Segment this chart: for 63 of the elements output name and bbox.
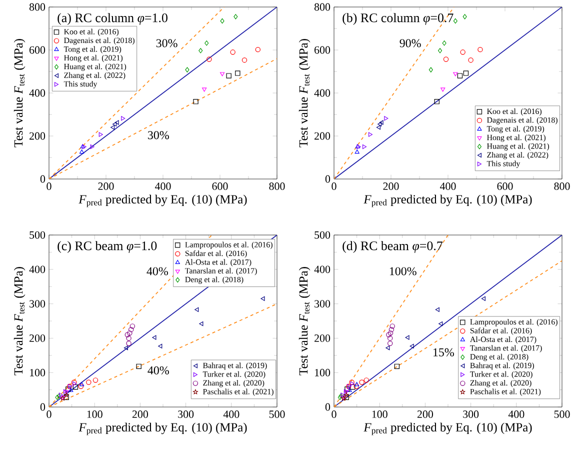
chart-title: (a) RC column φ=1.0 [58, 13, 168, 25]
x-tick-label: 300 [463, 410, 479, 418]
y-tick-label: 100 [30, 368, 46, 376]
y-tick-label: 500 [314, 231, 330, 239]
annotation: 30% [148, 131, 169, 140]
chart-title: (b) RC column φ=0.7 [342, 13, 454, 25]
x-tick-label: 400 [508, 410, 524, 418]
y-tick-label: 500 [30, 231, 46, 239]
y-tick-label: 100 [315, 368, 330, 376]
y-tick-label: 0 [325, 175, 330, 183]
y-tick-label: 300 [30, 300, 46, 308]
chart-title: (d) RC beam φ=0.7 [342, 241, 443, 253]
x-tick-label: 400 [154, 182, 171, 190]
x-axis-title: F$_{pred}$ predicted by Eq. (10) (MPa) [364, 422, 532, 436]
y-tick-label: 400 [314, 89, 330, 97]
y-tick-label: 200 [30, 132, 46, 140]
x-tick-label: 500 [269, 410, 285, 418]
y-tick-label: 0 [40, 403, 46, 411]
y-tick-label: 800 [314, 3, 330, 11]
x-tick-label: 800 [554, 182, 570, 190]
x-tick-label: 200 [383, 182, 399, 190]
x-tick-label: 200 [98, 182, 114, 190]
annotation: 100% [390, 267, 416, 276]
y-axis-title: Test value F$_{test}$ (MPa) [298, 267, 310, 376]
x-axis-title: F$_{pred}$ predicted by Eq. (10) (MPa) [78, 194, 247, 208]
x-tick-label: 0 [46, 182, 52, 190]
x-tick-label: 600 [497, 182, 513, 190]
y-tick-label: 200 [314, 334, 330, 342]
x-tick-label: 200 [132, 410, 148, 418]
y-axis-title: Test value F$_{test}$ (MPa) [14, 267, 26, 376]
x-axis-title: F$_{pred}$ predicted by Eq. (10) (MPa) [364, 194, 532, 208]
annotation: 90% [400, 39, 421, 48]
y-tick-label: 800 [29, 3, 46, 11]
x-tick-label: 600 [212, 182, 228, 190]
x-tick-label: 200 [417, 410, 434, 418]
y-tick-label: 300 [314, 300, 330, 308]
chart-title: (c) RC beam φ=1.0 [58, 241, 157, 253]
y-tick-label: 200 [30, 334, 46, 342]
x-tick-label: 0 [46, 410, 52, 418]
y-tick-label: 400 [29, 89, 46, 97]
x-tick-label: 400 [223, 410, 240, 418]
x-tick-label: 400 [440, 182, 456, 190]
x-tick-label: 800 [269, 182, 285, 190]
y-axis-title: Test value F$_{test}$ (MPa) [298, 39, 310, 148]
y-axis-title: Test value F$_{test}$ (MPa) [14, 39, 26, 148]
annotation: 40% [146, 267, 168, 276]
annotation: 40% [148, 366, 169, 374]
y-tick-label: 400 [314, 266, 330, 274]
x-tick-label: 500 [554, 410, 570, 418]
x-tick-label: 100 [87, 410, 102, 418]
y-tick-label: 0 [40, 175, 46, 183]
y-tick-label: 0 [325, 403, 330, 411]
x-tick-label: 0 [332, 410, 336, 418]
annotation: 15% [434, 348, 454, 356]
annotation: 30% [156, 39, 178, 48]
y-tick-label: 600 [30, 46, 46, 54]
y-tick-label: 600 [314, 46, 330, 54]
y-tick-label: 400 [29, 266, 46, 274]
x-axis-title: F$_{pred}$ predicted by Eq. (10) (MPa) [78, 422, 247, 436]
x-tick-label: 300 [178, 410, 194, 418]
x-tick-label: 100 [372, 410, 388, 418]
x-tick-label: 0 [332, 182, 336, 190]
y-tick-label: 200 [314, 132, 330, 140]
